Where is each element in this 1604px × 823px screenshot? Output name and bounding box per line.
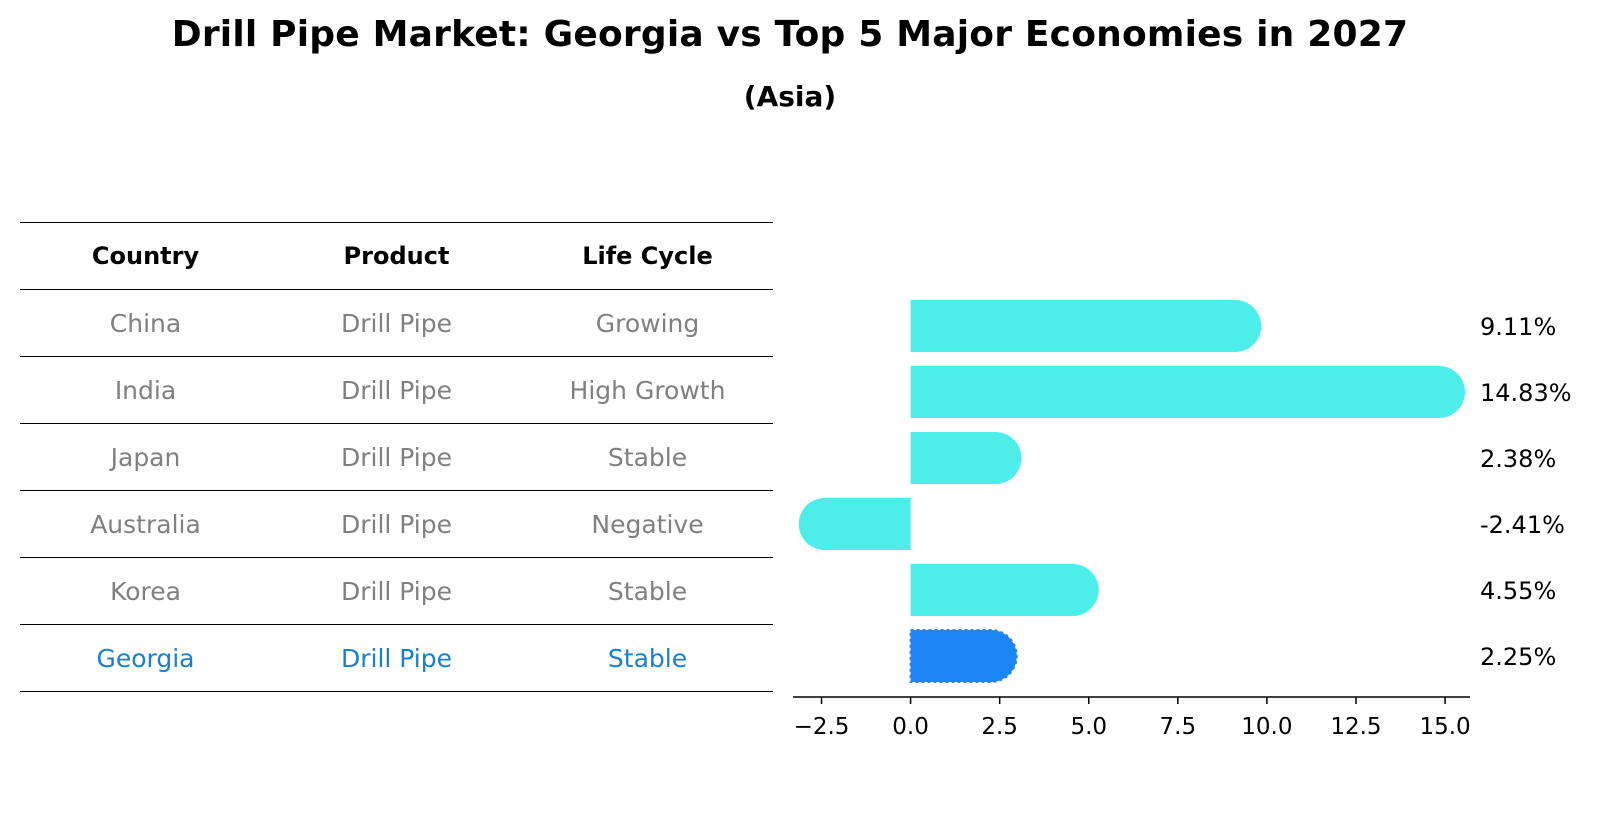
value-label-australia: -2.41% — [1480, 511, 1565, 539]
x-tick-label: 12.5 — [1330, 714, 1381, 740]
cell-life-cycle: Growing — [522, 289, 773, 357]
bar-japan — [910, 432, 1022, 484]
bar-india — [910, 366, 1466, 418]
header-life-cycle: Life Cycle — [522, 222, 773, 290]
table-row: Korea Drill Pipe Stable — [20, 557, 773, 625]
cell-product: Drill Pipe — [271, 557, 522, 625]
cell-life-cycle: Negative — [522, 490, 773, 558]
value-label-india: 14.83% — [1480, 379, 1572, 407]
bar-korea — [910, 564, 1099, 616]
cell-product: Drill Pipe — [271, 356, 522, 424]
table-header-row: Country Product Life Cycle — [20, 222, 773, 290]
chart-subtitle: (Asia) — [743, 80, 837, 113]
x-tick-label: 0.0 — [892, 714, 929, 740]
x-tick-label: 5.0 — [1070, 714, 1107, 740]
table-row: China Drill Pipe Growing — [20, 289, 773, 357]
cell-country: China — [20, 289, 271, 357]
value-label-japan: 2.38% — [1480, 445, 1556, 473]
cell-product: Drill Pipe — [271, 423, 522, 491]
cell-country: Georgia — [20, 624, 271, 692]
x-tick-label: 2.5 — [981, 714, 1018, 740]
cell-life-cycle: Stable — [522, 624, 773, 692]
x-tick-label: 15.0 — [1419, 714, 1470, 740]
cell-life-cycle: Stable — [522, 557, 773, 625]
table-row: India Drill Pipe High Growth — [20, 356, 773, 424]
cell-country: Japan — [20, 423, 271, 491]
market-table: Country Product Life Cycle China Drill P… — [20, 222, 773, 692]
x-tick-label: −2.5 — [794, 714, 850, 740]
table-row: Japan Drill Pipe Stable — [20, 423, 773, 491]
table-row: Australia Drill Pipe Negative — [20, 490, 773, 558]
x-tick-label: 7.5 — [1160, 714, 1197, 740]
value-label-korea: 4.55% — [1480, 577, 1556, 605]
cell-life-cycle: Stable — [522, 423, 773, 491]
cell-product: Drill Pipe — [271, 289, 522, 357]
bar-australia — [798, 498, 911, 550]
bar-georgia — [909, 629, 1018, 683]
cell-life-cycle: High Growth — [522, 356, 773, 424]
cell-country: Australia — [20, 490, 271, 558]
cell-country: India — [20, 356, 271, 424]
cell-product: Drill Pipe — [271, 490, 522, 558]
value-label-china: 9.11% — [1480, 313, 1556, 341]
cell-country: Korea — [20, 557, 271, 625]
chart-title: Drill Pipe Market: Georgia vs Top 5 Majo… — [171, 14, 1409, 55]
header-product: Product — [271, 222, 522, 290]
x-tick-label: 10.0 — [1241, 714, 1292, 740]
header-country: Country — [20, 222, 271, 290]
table-row-highlight: Georgia Drill Pipe Stable — [20, 624, 773, 692]
bar-china — [910, 300, 1262, 352]
cell-product: Drill Pipe — [271, 624, 522, 692]
value-label-georgia: 2.25% — [1480, 643, 1556, 671]
